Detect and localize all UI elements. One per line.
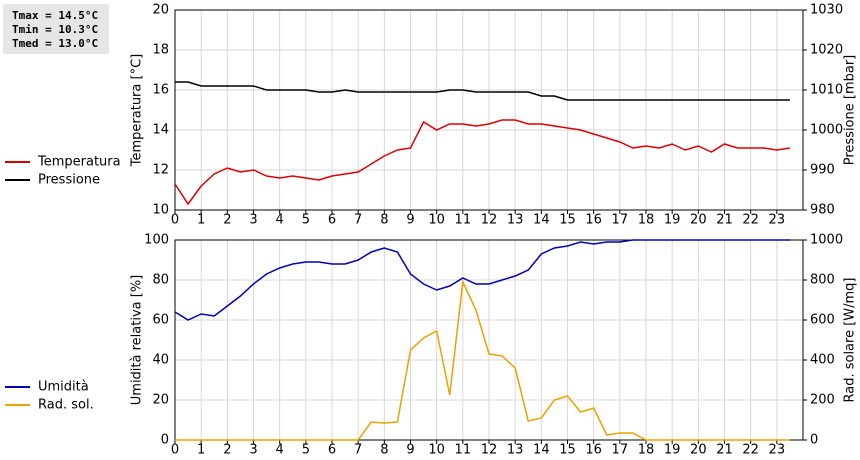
y2-tick-label: 600 — [810, 313, 835, 328]
y2-axis-label: Rad. solare [W/mq] — [843, 277, 858, 402]
y-axis-label: Umidità relativa [%] — [130, 275, 145, 405]
legend-label: Rad. sol. — [38, 398, 94, 413]
x-tick-label: 14 — [533, 443, 550, 458]
x-tick-label: 9 — [406, 443, 414, 458]
y-tick-label: 40 — [152, 353, 169, 368]
x-tick-label: 5 — [302, 213, 310, 228]
x-tick-label: 3 — [249, 213, 257, 228]
legend-label: Umidità — [38, 380, 89, 395]
y2-tick-label: 1030 — [810, 3, 843, 18]
x-tick-label: 3 — [249, 443, 257, 458]
series-line — [174, 119, 791, 206]
y-tick-label: 18 — [152, 43, 169, 58]
series-line — [174, 239, 790, 321]
y2-tick-label: 980 — [810, 203, 835, 218]
x-tick-label: 0 — [171, 443, 179, 458]
y-tick-label: 16 — [152, 83, 169, 98]
x-tick-label: 20 — [690, 213, 707, 228]
x-tick-label: 9 — [406, 213, 414, 228]
x-tick-label: 17 — [612, 213, 629, 228]
y2-tick-label: 990 — [810, 163, 835, 178]
x-tick-label: 16 — [585, 213, 602, 228]
x-tick-label: 12 — [481, 443, 498, 458]
x-tick-label: 1 — [197, 213, 205, 228]
x-tick-label: 11 — [455, 443, 472, 458]
x-tick-label: 15 — [559, 213, 576, 228]
x-tick-label: 4 — [276, 443, 284, 458]
x-tick-label: 2 — [223, 443, 231, 458]
x-tick-label: 18 — [638, 443, 655, 458]
x-tick-label: 13 — [507, 443, 524, 458]
x-tick-label: 22 — [742, 443, 759, 458]
x-tick-label: 8 — [380, 443, 388, 458]
x-tick-label: 8 — [380, 213, 388, 228]
x-tick-label: 4 — [276, 213, 284, 228]
x-tick-label: 21 — [716, 213, 733, 228]
legend-label: Temperatura — [37, 155, 121, 170]
y-tick-label: 100 — [144, 233, 169, 248]
y2-axis-label: Pressione [mbar] — [843, 55, 858, 166]
x-tick-label: 6 — [328, 443, 336, 458]
stat: Tmed = 13.0°C — [12, 37, 98, 50]
x-tick-label: 7 — [354, 213, 362, 228]
x-tick-label: 0 — [171, 213, 179, 228]
x-tick-label: 17 — [612, 443, 629, 458]
x-tick-label: 19 — [664, 443, 681, 458]
stats-box — [3, 4, 109, 54]
x-tick-label: 22 — [742, 213, 759, 228]
x-tick-label: 5 — [302, 443, 310, 458]
y2-tick-label: 1000 — [810, 123, 843, 138]
y-tick-label: 20 — [152, 3, 169, 18]
x-tick-label: 7 — [354, 443, 362, 458]
x-tick-label: 21 — [716, 443, 733, 458]
x-tick-label: 10 — [428, 443, 445, 458]
x-tick-label: 15 — [559, 443, 576, 458]
stat: Tmax = 14.5°C — [12, 9, 98, 22]
legend-label: Pressione — [38, 173, 100, 188]
x-tick-label: 14 — [533, 213, 550, 228]
y2-tick-label: 1020 — [810, 43, 843, 58]
plot-frame — [174, 9, 804, 211]
y2-tick-label: 1010 — [810, 83, 843, 98]
x-tick-label: 10 — [428, 213, 445, 228]
x-tick-label: 19 — [664, 213, 681, 228]
y-tick-label: 14 — [152, 123, 169, 138]
x-tick-label: 13 — [507, 213, 524, 228]
x-tick-label: 2 — [223, 213, 231, 228]
y2-tick-label: 1000 — [810, 233, 843, 248]
x-tick-label: 16 — [585, 443, 602, 458]
x-tick-label: 11 — [455, 213, 472, 228]
x-tick-label: 6 — [328, 213, 336, 228]
y-tick-label: 0 — [161, 433, 169, 448]
x-tick-label: 12 — [481, 213, 498, 228]
stat: Tmin = 10.3°C — [12, 23, 98, 36]
x-tick-label: 1 — [197, 443, 205, 458]
y-tick-label: 80 — [152, 273, 169, 288]
x-tick-label: 23 — [769, 443, 786, 458]
plot-frame — [174, 239, 804, 441]
y2-tick-label: 200 — [810, 393, 835, 408]
series-line — [175, 279, 790, 441]
y-tick-label: 60 — [152, 313, 169, 328]
x-tick-label: 20 — [690, 443, 707, 458]
series-line — [175, 81, 790, 101]
y-tick-label: 20 — [152, 393, 169, 408]
y-tick-label: 10 — [152, 203, 169, 218]
x-tick-label: 18 — [638, 213, 655, 228]
y2-tick-label: 800 — [810, 273, 835, 288]
y2-tick-label: 0 — [810, 433, 818, 448]
x-tick-label: 23 — [769, 213, 786, 228]
y-tick-label: 12 — [152, 163, 169, 178]
y-axis-label: Temperatura [°C] — [130, 54, 145, 167]
y2-tick-label: 400 — [810, 353, 835, 368]
